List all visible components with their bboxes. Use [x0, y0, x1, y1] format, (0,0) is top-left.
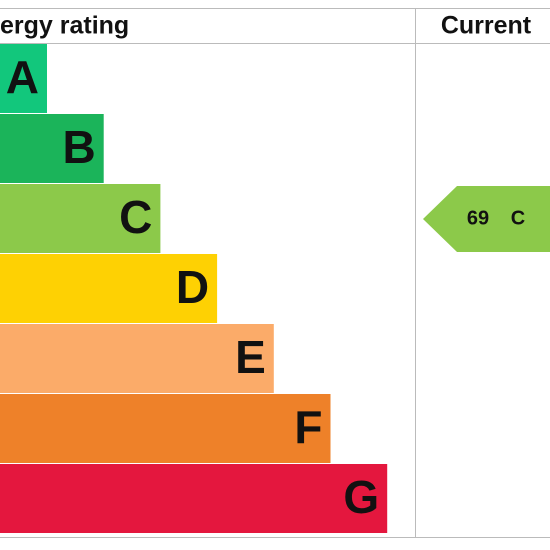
band-letter: G — [343, 471, 379, 523]
header-title: ergy rating — [0, 12, 129, 40]
band-bar — [0, 184, 161, 253]
band-letter: E — [235, 331, 266, 383]
current-score: 69 — [467, 207, 489, 229]
current-band: C — [511, 207, 525, 229]
band-letter: B — [62, 121, 95, 173]
band-bar — [0, 114, 104, 183]
band-bar — [0, 254, 218, 323]
band-letter: C — [119, 191, 152, 243]
band-bar — [0, 394, 331, 463]
current-arrow — [423, 186, 550, 252]
band-letter: F — [294, 401, 322, 453]
band-bar — [0, 44, 47, 113]
band-letter: D — [176, 261, 209, 313]
current-header: Current — [441, 12, 532, 40]
band-letter: A — [6, 51, 39, 103]
band-bar — [0, 464, 388, 533]
band-bar — [0, 324, 274, 393]
